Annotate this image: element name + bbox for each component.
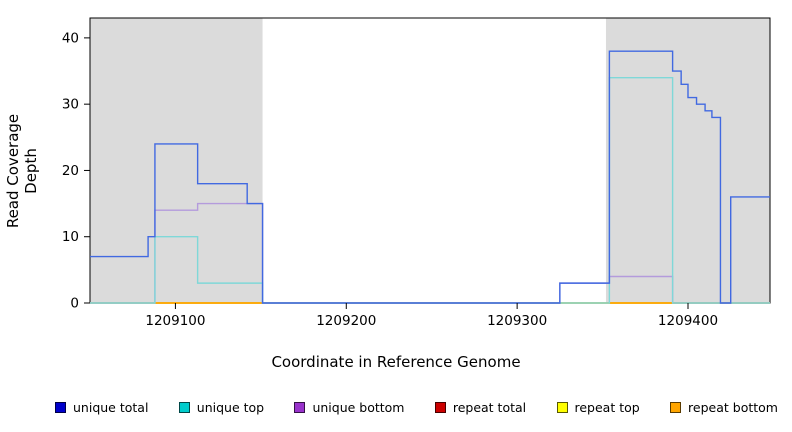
x-tick-label: 1209100 [145, 313, 205, 329]
y-tick-label: 0 [70, 296, 79, 312]
y-axis-label: Read Coverage Depth [4, 113, 40, 229]
y-tick-label: 20 [62, 163, 79, 179]
x-tick-label: 1209300 [487, 313, 547, 329]
unique-bottom-swatch-icon [294, 402, 306, 413]
right-repeat-region [605, 18, 770, 303]
legend-item-repeat-bottom: repeat bottom [670, 400, 778, 415]
unique-top-swatch-icon [178, 402, 190, 413]
legend-label: repeat total [452, 400, 527, 415]
coverage-chart: 1209100 1209200 1209300 1209400 0 10 20 30 40 [62, 17, 771, 329]
x-tick-label: 1209200 [316, 313, 376, 329]
legend-item-repeat-total: repeat total [434, 400, 527, 415]
y-tick-label: 40 [62, 30, 79, 46]
repeat-total-swatch-icon [434, 402, 446, 413]
legend-item-repeat-top: repeat top [556, 400, 640, 415]
y-tick-label: 30 [62, 97, 79, 113]
series-line-unique-total [90, 50, 770, 304]
legend-label: unique top [196, 400, 265, 415]
legend-label: unique bottom [312, 400, 405, 415]
repeat-bottom-swatch-icon [670, 402, 682, 413]
legend-item-unique-top: unique top [178, 400, 265, 415]
legend-item-unique-bottom: unique bottom [294, 400, 405, 415]
y-tick-label: 10 [62, 229, 79, 245]
unique-total-swatch-icon [55, 402, 66, 413]
x-tick-label: 1209400 [658, 313, 718, 329]
legend-label: unique total [73, 400, 149, 415]
legend-label: repeat top [574, 400, 640, 415]
legend: unique total unique top unique bottom re… [0, 400, 792, 415]
x-axis-label: Coordinate in Reference Genome [271, 353, 521, 371]
repeat-top-swatch-icon [556, 402, 568, 413]
left-repeat-region [90, 18, 263, 303]
legend-label: repeat bottom [688, 400, 778, 415]
legend-item-unique-total: unique total [55, 400, 148, 415]
